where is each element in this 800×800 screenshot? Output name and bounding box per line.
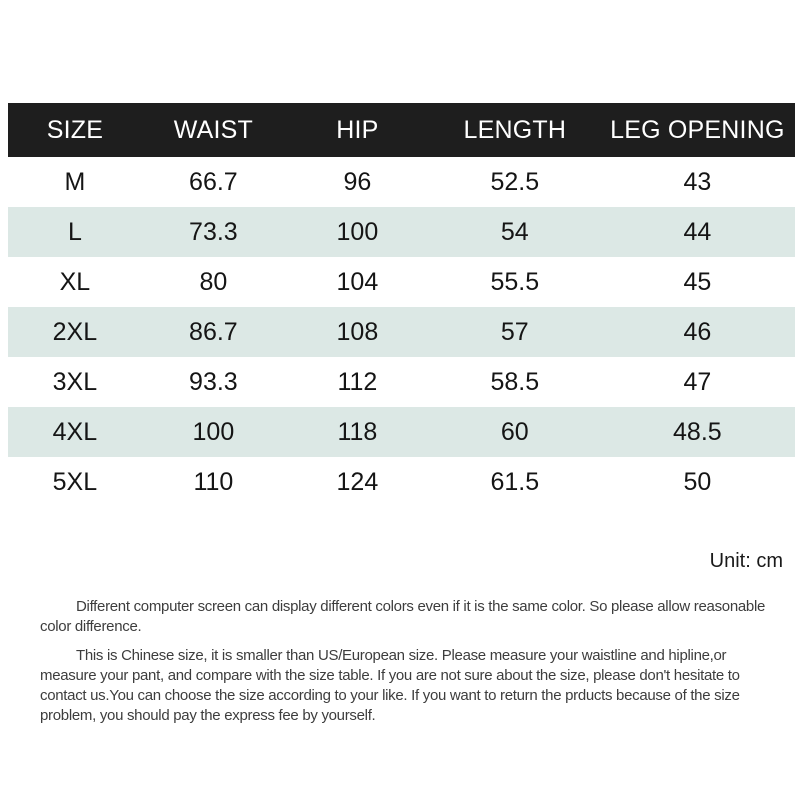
table-cell: 108: [336, 317, 379, 346]
table-cell: 104: [336, 267, 379, 296]
disclaimer-chinese-size: This is Chinese size, it is smaller than…: [40, 647, 740, 724]
table-cell: 3XL: [52, 367, 98, 396]
table-cell: 61.5: [490, 467, 540, 496]
table-cell: 96: [343, 167, 372, 196]
table-cell: 86.7: [189, 317, 238, 346]
table-row: 4XL 100 118 60 48.5: [8, 407, 795, 457]
table-cell: XL: [59, 267, 91, 296]
table-cell: 50: [683, 467, 712, 496]
table-cell: 43: [683, 167, 712, 196]
table-cell: 57: [500, 317, 529, 346]
table-cell: 118: [337, 417, 378, 446]
table-cell: 5XL: [52, 467, 98, 496]
table-cell: 44: [683, 217, 712, 246]
table-cell: 112: [337, 367, 378, 396]
size-table: SIZE WAIST HIP LENGTH LEG OPENING M 66.7 9…: [8, 103, 795, 507]
column-header-length: LENGTH: [463, 115, 567, 144]
column-header-size: SIZE: [46, 115, 104, 144]
table-cell: 80: [199, 267, 228, 296]
table-cell: 55.5: [490, 267, 540, 296]
table-cell: 47: [683, 367, 712, 396]
unit-note: Unit: cm: [709, 550, 783, 572]
table-row: M 66.7 96 52.5 43: [8, 157, 795, 207]
table-cell: 100: [192, 417, 235, 446]
table-cell: 93.3: [189, 367, 238, 396]
table-row: XL 80 104 55.5 45: [8, 257, 795, 307]
table-cell: 46: [683, 317, 712, 346]
table-cell: 54: [500, 217, 529, 246]
disclaimer-color-difference: Different computer screen can display di…: [40, 598, 766, 635]
table-cell: 52.5: [490, 167, 540, 196]
table-cell: 110: [193, 467, 234, 496]
table-cell: 48.5: [673, 417, 722, 446]
table-cell: 45: [683, 267, 712, 296]
table-cell: 2XL: [52, 317, 98, 346]
column-header-leg-opening: LEG OPENING: [610, 115, 785, 144]
table-cell: 73.3: [189, 217, 238, 246]
table-cell: 58.5: [490, 367, 540, 396]
table-cell: 66.7: [189, 167, 238, 196]
size-table-header-row: SIZE WAIST HIP LENGTH LEG OPENING: [8, 103, 795, 157]
table-cell: 124: [336, 467, 379, 496]
size-table-body: M 66.7 96 52.5 43 L 73.3 100 54 44 XL 80 104 55.5 45 2X…: [8, 157, 795, 507]
table-row: 3XL 93.3 112 58.5 47: [8, 357, 795, 407]
column-header-waist: WAIST: [173, 115, 254, 144]
column-header-hip: HIP: [336, 115, 379, 144]
table-cell: 60: [500, 417, 529, 446]
table-row: 5XL 110 124 61.5 50: [8, 457, 795, 507]
table-cell: M: [64, 167, 86, 196]
disclaimer-section: Different computer screen can display di…: [40, 597, 766, 735]
table-cell: 4XL: [52, 417, 98, 446]
table-row: L 73.3 100 54 44: [8, 207, 795, 257]
table-row: 2XL 86.7 108 57 46: [8, 307, 795, 357]
table-cell: 100: [336, 217, 379, 246]
table-cell: L: [67, 217, 82, 246]
